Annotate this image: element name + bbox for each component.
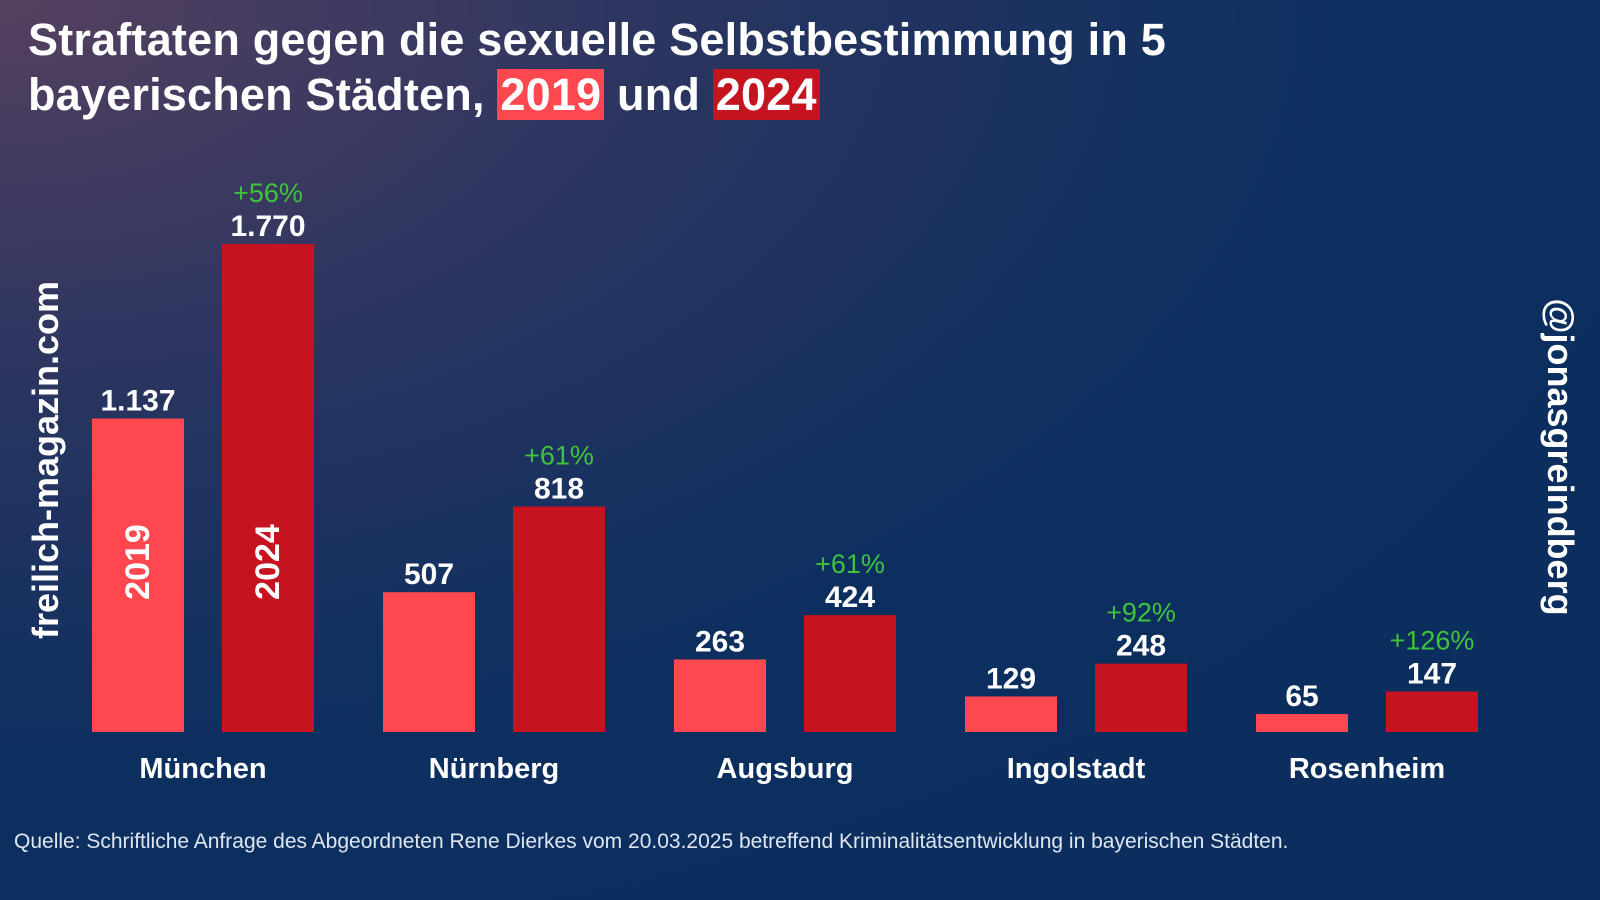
change-label-4: +126% (1390, 625, 1475, 655)
bar-2024-1 (513, 506, 605, 732)
title-line-2: bayerischen Städten, 2019 und 2024 (28, 67, 1166, 122)
category-label-4: Rosenheim (1289, 753, 1445, 785)
value-label-2019-4: 65 (1285, 680, 1318, 713)
bar-2019-2 (674, 659, 766, 732)
value-label-2024-0: 1.770 (230, 210, 305, 243)
bar-2019-4 (1256, 714, 1348, 732)
bar-2024-0 (222, 244, 314, 732)
value-label-2019-2: 263 (695, 625, 745, 658)
bar-2024-3 (1095, 663, 1187, 732)
source-note: Quelle: Schriftliche Anfrage des Abgeord… (14, 830, 1289, 853)
title-connector: und (617, 69, 701, 120)
category-label-1: Nürnberg (429, 753, 560, 785)
change-label-0: +56% (233, 178, 303, 208)
chart-title: Straftaten gegen die sexuelle Selbstbest… (28, 12, 1166, 122)
change-label-2: +61% (815, 549, 885, 579)
value-label-2024-2: 424 (825, 581, 875, 614)
value-label-2024-4: 147 (1407, 657, 1457, 690)
bar-2019-0 (92, 418, 184, 732)
watermark-left: freilich-magazin.com (25, 280, 66, 640)
category-label-2: Augsburg (717, 753, 854, 785)
bar-year-label-2019: 2019 (119, 524, 157, 600)
title-year-2019: 2019 (497, 69, 605, 120)
watermark-right: @jonasgreindberg (1540, 298, 1581, 616)
title-line-1: Straftaten gegen die sexuelle Selbstbest… (28, 14, 1166, 65)
category-label-3: Ingolstadt (1007, 753, 1146, 785)
change-label-3: +92% (1106, 598, 1176, 628)
value-label-2019-0: 1.137 (100, 385, 175, 418)
title-prefix: bayerischen Städten, (28, 69, 485, 120)
bar-2019-3 (965, 696, 1057, 732)
title-year-2024: 2024 (712, 69, 820, 120)
value-label-2024-3: 248 (1116, 630, 1166, 663)
value-label-2024-1: 818 (534, 472, 584, 505)
bar-year-label-2024: 2024 (249, 524, 287, 600)
category-label-0: München (139, 753, 266, 785)
bar-2024-4 (1386, 691, 1478, 732)
change-label-1: +61% (524, 440, 594, 470)
bar-2024-2 (804, 615, 896, 732)
value-label-2019-3: 129 (986, 662, 1036, 695)
value-label-2019-1: 507 (404, 558, 454, 591)
bar-2019-1 (383, 592, 475, 732)
